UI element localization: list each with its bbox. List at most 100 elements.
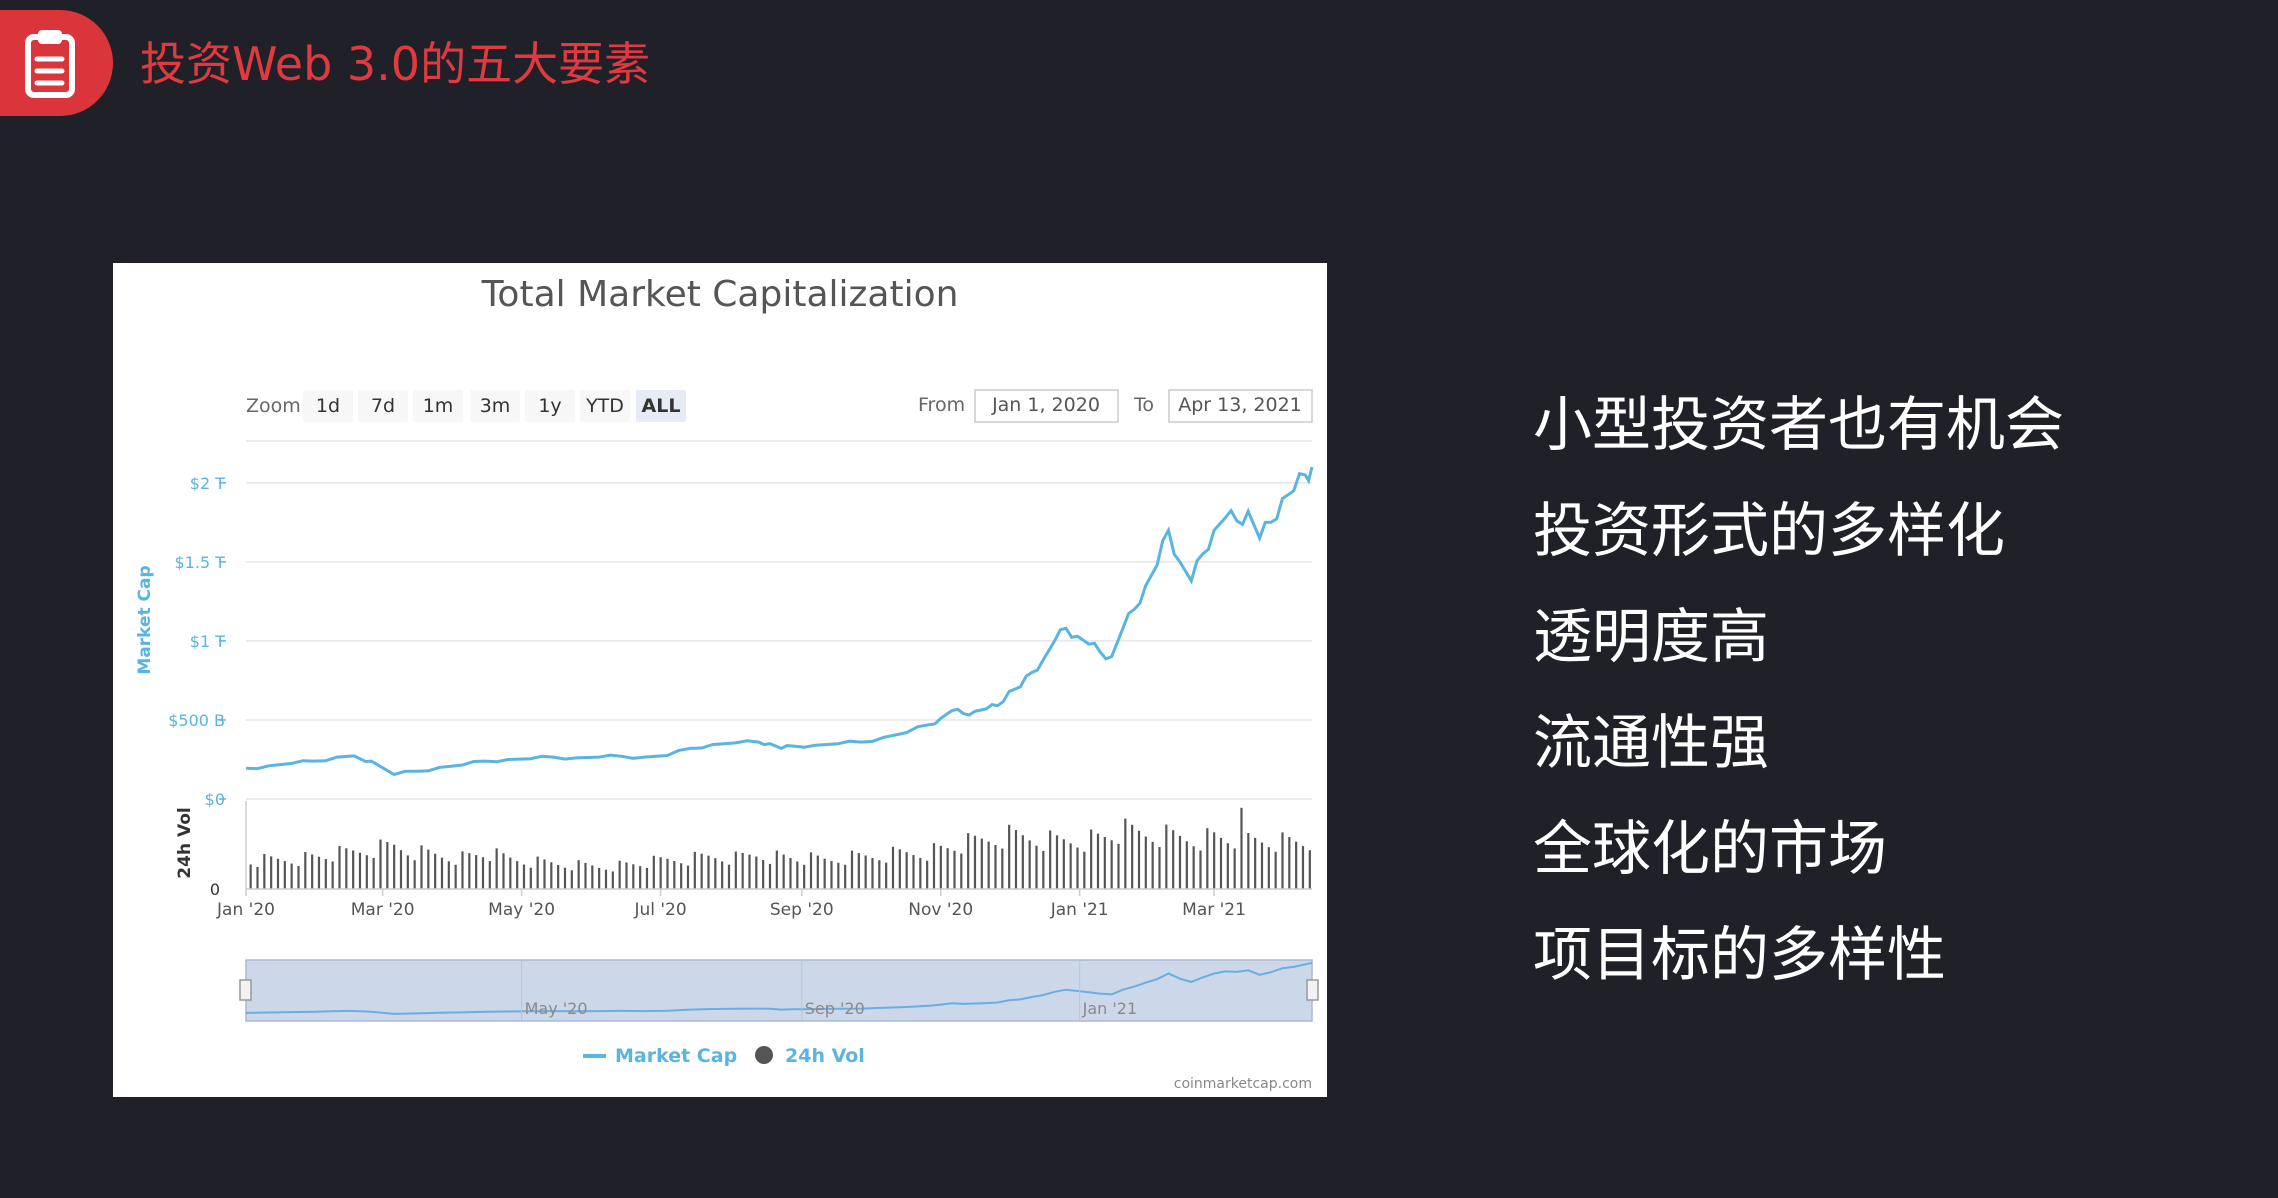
- zoom-button-label[interactable]: 1y: [538, 395, 561, 417]
- zoom-buttons: 1d 7d 1m 3m 1y YTD ALL: [303, 390, 686, 422]
- volume-bar: [536, 856, 539, 889]
- to-date-box[interactable]: [1168, 389, 1313, 423]
- volume-bar: [481, 857, 485, 889]
- volume-bar: [652, 855, 655, 889]
- zoom-button-label[interactable]: ALL: [642, 395, 681, 417]
- navigator-label: Sep '20: [805, 999, 865, 1018]
- zoom-button-7d[interactable]: [358, 390, 408, 422]
- key-points-list: 小型投资者也有机会 投资形式的多样化 透明度高 流通性强 全球化的市场 项目标的…: [1533, 385, 2064, 1021]
- volume-bar: [1035, 845, 1038, 889]
- volume-bar: [844, 864, 847, 889]
- volume-bar: [249, 864, 252, 889]
- volume-bar: [850, 850, 854, 889]
- volume-bar: [878, 860, 881, 889]
- volume-bar: [1199, 850, 1202, 889]
- volume-bar: [502, 853, 505, 889]
- volume-bar: [905, 852, 908, 889]
- point-item: 投资形式的多样化: [1533, 496, 2006, 565]
- volume-bar: [1281, 832, 1284, 889]
- volume-bar: [358, 852, 362, 889]
- x-tick-label: May '20: [488, 900, 555, 920]
- navigator-window[interactable]: [245, 959, 1313, 1022]
- zoom-button-label[interactable]: 1d: [316, 395, 340, 417]
- volume-bar: [1240, 807, 1243, 889]
- y-tick-label: $500 B: [168, 711, 225, 730]
- volume-bar: [946, 848, 949, 889]
- volume-bar: [1233, 848, 1236, 889]
- x-tick-label: Sep '20: [770, 900, 834, 920]
- volume-bar: [1219, 837, 1223, 889]
- point-item: 小型投资者也有机会: [1533, 390, 2065, 459]
- volume-bar: [926, 860, 929, 889]
- volume-bar: [529, 867, 532, 889]
- navigator-handle-right[interactable]: [1306, 979, 1319, 1001]
- volume-bar: [768, 863, 772, 889]
- source-credit[interactable]: coinmarketcap.com: [1174, 1076, 1312, 1092]
- to-date-input[interactable]: Apr 13, 2021: [1178, 394, 1302, 416]
- point-item: 流通性强: [1533, 708, 1770, 777]
- volume-bar: [1192, 846, 1195, 889]
- header-badge: [0, 10, 113, 116]
- volume-bar: [1090, 829, 1093, 889]
- volume-bar: [509, 857, 512, 889]
- volume-bar: [584, 862, 587, 889]
- volume-bar: [1172, 830, 1175, 889]
- point-item: 透明度高: [1533, 602, 1770, 671]
- navigator-handle-left[interactable]: [239, 979, 252, 1001]
- zoom-button-1m[interactable]: [413, 390, 463, 422]
- zoom-button-label[interactable]: 1m: [423, 395, 454, 417]
- volume-bar: [1076, 847, 1079, 889]
- from-date-input[interactable]: Jan 1, 2020: [991, 394, 1100, 416]
- volume-bar: [263, 854, 266, 889]
- x-axis-ticks: Jan '20 Mar '20 May '20 Jul '20 Sep '20 Nov '…: [216, 889, 1246, 920]
- y-axis-title: Market Cap: [135, 565, 155, 674]
- x-tick-label: Nov '20: [908, 900, 973, 920]
- volume-bar: [1049, 830, 1052, 889]
- volume-bar: [488, 861, 491, 889]
- to-label: To: [1133, 394, 1154, 416]
- zoom-button-1y[interactable]: [525, 390, 575, 422]
- zoom-button-label[interactable]: YTD: [585, 395, 624, 417]
- page-title: 投资Web 3.0的五大要素: [140, 37, 651, 91]
- legend-market-cap[interactable]: Market Cap: [615, 1045, 737, 1067]
- from-label: From: [918, 394, 965, 416]
- volume-bar: [1158, 847, 1161, 889]
- volume-bar: [1178, 835, 1182, 889]
- from-date-box[interactable]: [974, 389, 1119, 423]
- zoom-button-all[interactable]: [636, 390, 686, 422]
- volume-bar: [1001, 848, 1004, 889]
- volume-bar: [570, 870, 573, 889]
- volume-bar: [1042, 850, 1045, 889]
- volume-bar: [1301, 846, 1305, 889]
- zoom-button-1d[interactable]: [303, 390, 353, 422]
- volume-bar: [304, 852, 307, 889]
- volume-bar: [598, 867, 601, 889]
- volume-bar: [796, 861, 799, 889]
- zoom-button-3m[interactable]: [470, 390, 520, 422]
- volume-bar: [762, 859, 765, 889]
- volume-bar: [885, 862, 888, 889]
- x-tick-label: Jan '21: [1050, 900, 1109, 920]
- volume-bar: [755, 856, 758, 889]
- volume-bar: [741, 852, 744, 889]
- zoom-button-label[interactable]: 7d: [371, 395, 395, 417]
- volume-bar: [461, 851, 464, 889]
- volume-bar: [789, 858, 792, 889]
- zoom-button-label[interactable]: 3m: [480, 395, 511, 417]
- volume-axis-title: 24h Vol: [175, 807, 195, 878]
- volume-bar: [270, 856, 273, 889]
- navigator-label: Jan '21: [1082, 999, 1138, 1018]
- volume-bars: [249, 807, 1311, 889]
- zoom-button-ytd[interactable]: [580, 390, 630, 422]
- volume-bar: [898, 849, 901, 889]
- volume-bar: [1274, 851, 1277, 889]
- volume-bar: [912, 855, 915, 889]
- volume-bar: [365, 855, 368, 889]
- volume-bar: [427, 849, 430, 889]
- chart-title: Total Market Capitalization: [481, 274, 959, 315]
- volume-bar: [1226, 843, 1229, 889]
- volume-bar: [1254, 837, 1257, 889]
- volume-bar: [919, 857, 922, 889]
- legend-volume[interactable]: 24h Vol: [785, 1045, 865, 1067]
- volume-bar: [632, 864, 635, 889]
